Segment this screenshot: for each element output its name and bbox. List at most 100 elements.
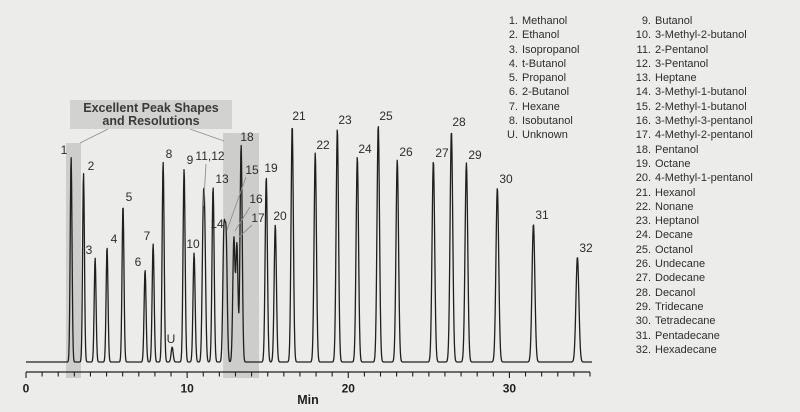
peak-label-leader-line xyxy=(234,206,251,232)
legend-item-name: Propanol xyxy=(522,72,567,85)
peak-label: 6 xyxy=(135,255,142,269)
x-tick-label: 30 xyxy=(503,382,517,396)
legend-item-name: 2-Pentanol xyxy=(655,43,709,56)
legend-item: 6. 2-Butanol xyxy=(497,85,580,99)
peak-label: 18 xyxy=(240,130,254,144)
legend-item: 30. Tetradecane xyxy=(630,314,753,328)
legend-item: 18. Pentanol xyxy=(630,143,753,157)
peak-labels: 12345678U91011,1213141516171819202122232… xyxy=(61,109,593,346)
legend-item-number: 24. xyxy=(635,229,651,242)
x-tick-label: 20 xyxy=(342,382,356,396)
legend-item: 19. Octane xyxy=(630,157,753,171)
legend-item-name: 3-Pentanol xyxy=(655,57,709,70)
legend-item: 17. 4-Methyl-2-pentanol xyxy=(630,128,753,142)
peak-label: 24 xyxy=(358,142,372,156)
legend-item-number: 28. xyxy=(635,286,651,299)
legend-item: 22. Nonane xyxy=(630,200,753,214)
legend-item-name: Ethanol xyxy=(522,29,560,42)
peak-label-leader-line xyxy=(238,224,253,238)
legend-item-number: 2. xyxy=(508,29,518,42)
legend-item: 25. Octanol xyxy=(630,243,753,257)
legend-item-name: t-Butanol xyxy=(522,57,567,70)
legend-item: 20. 4-Methyl-1-pentanol xyxy=(630,171,753,185)
legend-item-number: 18. xyxy=(635,143,651,156)
legend-item-number: 31. xyxy=(635,329,651,342)
legend-item: 29. Tridecane xyxy=(630,300,753,314)
legend-item-number: 3. xyxy=(508,43,518,56)
legend-item-number: 12. xyxy=(635,57,651,70)
legend-item-name: Octane xyxy=(655,157,691,170)
legend-item-name: Heptanol xyxy=(655,215,700,228)
peak-label: 22 xyxy=(316,138,330,152)
legend-item: U. Unknown xyxy=(497,128,580,142)
peak-label: 10 xyxy=(186,237,200,251)
legend-item-name: Decane xyxy=(655,229,693,242)
legend-item: 21. Hexanol xyxy=(630,186,753,200)
legend-item-number: 25. xyxy=(635,243,651,256)
legend-item: 15. 2-Methyl-1-butanol xyxy=(630,100,753,114)
legend-item-number: 21. xyxy=(635,186,651,199)
legend-item: 5. Propanol xyxy=(497,71,580,85)
x-tick-label: 0 xyxy=(23,382,30,396)
peak-label: 9 xyxy=(187,153,194,167)
legend-item: 32. Hexadecane xyxy=(630,343,753,357)
legend-item-name: 2-Methyl-1-butanol xyxy=(655,100,747,113)
peak-label: 11,12 xyxy=(195,149,224,163)
annotation-box: Excellent Peak Shapes and Resolutions xyxy=(70,100,232,129)
legend-item-number: 19. xyxy=(635,157,651,170)
legend-item-name: Nonane xyxy=(655,200,694,213)
legend-item-number: 15. xyxy=(635,100,651,113)
legend-item-name: Decanol xyxy=(655,286,696,299)
legend-item-name: Heptane xyxy=(655,72,697,85)
peak-label: 13 xyxy=(215,172,229,186)
legend-item-name: 3-Methyl-3-pentanol xyxy=(655,115,753,128)
legend-item-name: Pentanol xyxy=(655,143,699,156)
peak-label: 20 xyxy=(273,209,287,223)
legend-item-name: Dodecane xyxy=(655,272,706,285)
peak-label: 28 xyxy=(452,115,466,129)
legend-item: 24. Decane xyxy=(630,228,753,242)
legend-item-number: 13. xyxy=(635,72,651,85)
peak-label: 1 xyxy=(61,143,68,157)
legend-item: 2. Ethanol xyxy=(497,28,580,42)
legend-item-name: 3-Methyl-2-butanol xyxy=(655,29,747,42)
legend-item-name: Pentadecane xyxy=(655,329,720,342)
legend-item-name: Isopropanol xyxy=(522,43,580,56)
legend-item-number: 1. xyxy=(508,15,518,27)
legend-item: 9. Butanol xyxy=(630,14,753,28)
peak-label: 16 xyxy=(249,192,263,206)
x-axis: 0 10 20 30 xyxy=(23,371,591,396)
legend-item: 3. Isopropanol xyxy=(497,43,580,57)
peak-label: 32 xyxy=(579,241,593,255)
peak-label: 15 xyxy=(245,163,259,177)
legend-item-name: 4-Methyl-1-pentanol xyxy=(655,172,753,185)
peak-label: 7 xyxy=(144,229,151,243)
legend-item-number: U. xyxy=(507,129,518,142)
legend-item: 16. 3-Methyl-3-pentanol xyxy=(630,114,753,128)
legend-item-number: 5. xyxy=(508,72,518,85)
peak-label: 21 xyxy=(292,109,306,123)
peak-label: 25 xyxy=(379,109,393,123)
legend-item: 28. Decanol xyxy=(630,286,753,300)
legend-item: 8. Isobutanol xyxy=(497,114,580,128)
legend-item-name: Hexane xyxy=(522,100,560,113)
peak-label: 30 xyxy=(499,172,513,186)
legend-item-number: 27. xyxy=(635,272,651,285)
legend-item-number: 14. xyxy=(635,86,651,99)
legend-item: 7. Hexane xyxy=(497,100,580,114)
legend-item-number: 23. xyxy=(635,215,651,228)
legend-item-name: Unknown xyxy=(522,129,568,142)
annotation-leader-lines xyxy=(79,128,225,144)
legend-item-number: 26. xyxy=(635,258,651,271)
peak-label: 17 xyxy=(251,211,265,225)
legend-item-name: Butanol xyxy=(655,15,693,27)
legend-item: 10. 3-Methyl-2-butanol xyxy=(630,28,753,42)
legend-item-number: 10. xyxy=(635,29,651,42)
legend-item-name: 3-Methyl-1-butanol xyxy=(655,86,747,99)
legend-item-number: 29. xyxy=(635,300,651,313)
legend-item-name: Undecane xyxy=(655,258,706,271)
annotation-line1: Excellent Peak Shapes xyxy=(83,100,219,115)
legend-item-number: 4. xyxy=(508,57,518,70)
